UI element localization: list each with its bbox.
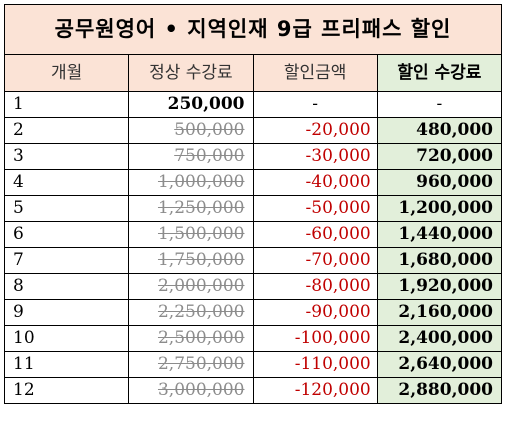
discount-amount-cell: -110,000 [253,352,377,378]
discounted-price-cell: 2,880,000 [377,378,501,404]
regular-price-cell: 500,000 [129,118,253,144]
discounted-price-cell: 960,000 [377,170,501,196]
regular-price-cell: 750,000 [129,144,253,170]
table-row: 9 2,250,000 -90,000 2,160,000 [5,300,502,326]
table-row: 5 1,250,000 -50,000 1,200,000 [5,196,502,222]
discount-amount-cell: -30,000 [253,144,377,170]
discounted-price-cell: 2,160,000 [377,300,501,326]
discount-amount-cell: -80,000 [253,274,377,300]
price-table-container: 공무원영어 • 지역인재 9급 프리패스 할인 개월 정상 수강료 할인금액 할… [4,4,502,404]
month-cell: 10 [5,326,129,352]
month-cell: 6 [5,222,129,248]
month-cell: 7 [5,248,129,274]
discount-amount-cell: -100,000 [253,326,377,352]
table-row: 7 1,750,000 -70,000 1,680,000 [5,248,502,274]
table-row: 1 250,000- - [5,92,502,118]
regular-price-cell: 1,000,000 [129,170,253,196]
discounted-price-cell: 2,400,000 [377,326,501,352]
discount-amount-cell: -70,000 [253,248,377,274]
discount-amount-cell: -60,000 [253,222,377,248]
regular-price-cell: 250,000 [129,92,253,118]
regular-price-cell: 2,250,000 [129,300,253,326]
regular-price-cell: 3,000,000 [129,378,253,404]
title-row: 공무원영어 • 지역인재 9급 프리패스 할인 [5,5,502,55]
discount-amount-cell: -20,000 [253,118,377,144]
discount-amount-cell: - [253,92,377,118]
discounted-price-cell: 720,000 [377,144,501,170]
month-cell: 1 [5,92,129,118]
month-cell: 2 [5,118,129,144]
regular-price-cell: 1,750,000 [129,248,253,274]
table-row: 8 2,000,000 -80,000 1,920,000 [5,274,502,300]
regular-price-cell: 2,000,000 [129,274,253,300]
discounted-price-cell: 1,920,000 [377,274,501,300]
regular-price-cell: 1,500,000 [129,222,253,248]
discounted-price-cell: 480,000 [377,118,501,144]
discounted-price-cell: 1,200,000 [377,196,501,222]
header-discounted-price: 할인 수강료 [377,55,501,92]
month-cell: 8 [5,274,129,300]
header-row: 개월 정상 수강료 할인금액 할인 수강료 [5,55,502,92]
header-month: 개월 [5,55,129,92]
month-cell: 5 [5,196,129,222]
discounted-price-cell: 1,680,000 [377,248,501,274]
table-row: 6 1,500,000 -60,000 1,440,000 [5,222,502,248]
discounted-price-cell: 1,440,000 [377,222,501,248]
table-title: 공무원영어 • 지역인재 9급 프리패스 할인 [5,5,502,55]
table-row: 11 2,750,000 -110,000 2,640,000 [5,352,502,378]
header-discount-amount: 할인금액 [253,55,377,92]
discounted-price-cell: - [377,92,501,118]
regular-price-cell: 2,750,000 [129,352,253,378]
table-row: 3 750,000 -30,000 720,000 [5,144,502,170]
discounted-price-cell: 2,640,000 [377,352,501,378]
regular-price-cell: 1,250,000 [129,196,253,222]
regular-price-cell: 2,500,000 [129,326,253,352]
month-cell: 12 [5,378,129,404]
table-row: 12 3,000,000 -120,000 2,880,000 [5,378,502,404]
discount-amount-cell: -40,000 [253,170,377,196]
month-cell: 3 [5,144,129,170]
discount-amount-cell: -50,000 [253,196,377,222]
discount-amount-cell: -120,000 [253,378,377,404]
month-cell: 9 [5,300,129,326]
month-cell: 4 [5,170,129,196]
table-row: 4 1,000,000 -40,000 960,000 [5,170,502,196]
header-regular-price: 정상 수강료 [129,55,253,92]
table-row: 2 500,000 -20,000 480,000 [5,118,502,144]
table-row: 10 2,500,000 -100,000 2,400,000 [5,326,502,352]
month-cell: 11 [5,352,129,378]
price-table: 공무원영어 • 지역인재 9급 프리패스 할인 개월 정상 수강료 할인금액 할… [4,4,502,404]
discount-amount-cell: -90,000 [253,300,377,326]
